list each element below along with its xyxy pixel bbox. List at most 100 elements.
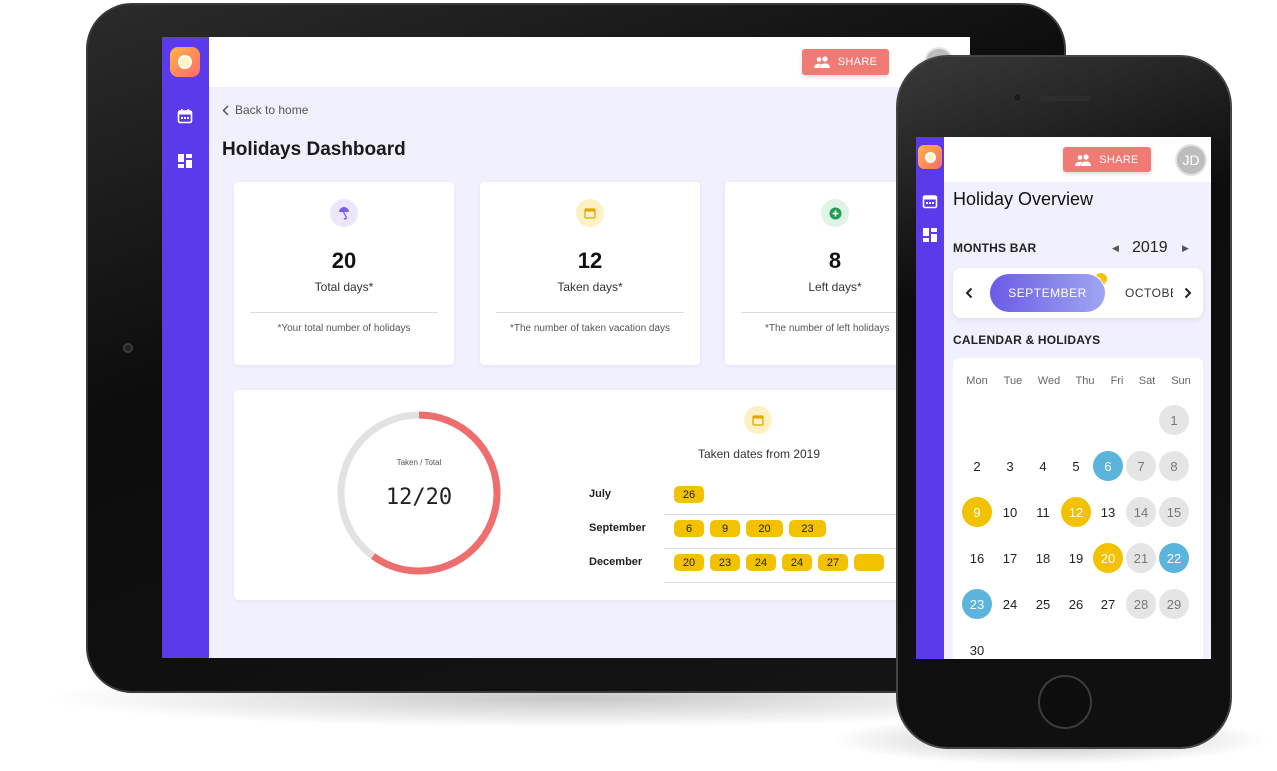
stat-note: *Your total number of holidays — [234, 323, 454, 334]
taken-dates-title: Taken dates from 2019 — [674, 447, 844, 461]
day-chips: 20 23 24 24 27 — [674, 554, 884, 571]
day-chip[interactable]: 26 — [674, 486, 704, 503]
calendar-day[interactable]: 16 — [962, 543, 992, 573]
people-icon — [1075, 154, 1092, 166]
calendar-day[interactable]: 28 — [1126, 589, 1156, 619]
day-chip[interactable]: 24 — [782, 554, 812, 571]
top-bar: SHARE — [944, 137, 1211, 182]
weekday-header: Sun — [1164, 375, 1198, 387]
month-name: December — [589, 556, 642, 568]
day-chip[interactable]: 27 — [818, 554, 848, 571]
day-chip[interactable]: 23 — [710, 554, 740, 571]
next-month-label[interactable]: OCTOBE — [1125, 286, 1173, 300]
day-chip[interactable]: 23 — [789, 520, 826, 537]
calendar-day[interactable]: 29 — [1159, 589, 1189, 619]
months-bar-label: MONTHS BAR — [953, 241, 1036, 255]
day-chip[interactable]: 24 — [746, 554, 776, 571]
calendar-day[interactable]: 21 — [1126, 543, 1156, 573]
stat-value: 12 — [480, 248, 700, 274]
calendar-icon[interactable] — [177, 108, 193, 124]
umbrella-icon — [337, 206, 351, 220]
month-name: July — [589, 488, 611, 500]
calendar-icon — [584, 207, 596, 219]
plus-circle-icon — [829, 207, 842, 220]
calendar-icon-bubble — [744, 406, 772, 434]
avatar[interactable]: JD — [1175, 144, 1207, 176]
year-prev-icon[interactable]: ◀ — [1112, 243, 1119, 254]
share-button[interactable]: SHARE — [802, 49, 889, 75]
calendar-day[interactable]: 15 — [1159, 497, 1189, 527]
calendar-day[interactable]: 2 — [962, 451, 992, 481]
months-bar: SEPTEMBER OCTOBE — [953, 268, 1203, 318]
stat-card-taken: 12 Taken days* *The number of taken vaca… — [480, 182, 700, 365]
stat-icon-bubble — [821, 199, 849, 227]
day-chips: 26 — [674, 486, 704, 503]
day-chip[interactable]: 6 — [674, 520, 704, 537]
umbrella-icon — [1093, 271, 1109, 287]
year-next-icon[interactable]: ▶ — [1182, 243, 1189, 254]
calendar-day[interactable]: 30 — [962, 635, 992, 659]
sidebar — [162, 37, 209, 658]
phone-screen: SHARE JD Holiday Overview MONTHS BAR ◀ 2… — [916, 137, 1211, 659]
stat-value: 20 — [234, 248, 454, 274]
stat-icon-bubble — [330, 199, 358, 227]
calendar-day[interactable]: 3 — [995, 451, 1025, 481]
back-link[interactable]: Back to home — [222, 103, 308, 117]
calendar-day[interactable]: 7 — [1126, 451, 1156, 481]
lightbulb-icon — [178, 55, 192, 69]
phone-sensor — [1062, 74, 1068, 80]
calendar-day[interactable]: 24 — [995, 589, 1025, 619]
dashboard-icon[interactable] — [922, 227, 938, 243]
divider — [250, 312, 438, 313]
calendar-day[interactable]: 26 — [1061, 589, 1091, 619]
calendar-day[interactable]: 13 — [1093, 497, 1123, 527]
phone-speaker — [1040, 96, 1090, 101]
dashboard-icon[interactable] — [177, 153, 193, 169]
calendar-icon[interactable] — [922, 193, 938, 209]
calendar-day[interactable]: 10 — [995, 497, 1025, 527]
calendar-day[interactable]: 27 — [1093, 589, 1123, 619]
year-value: 2019 — [1132, 239, 1168, 257]
calendar-day[interactable]: 1 — [1159, 405, 1189, 435]
stat-card-total: 20 Total days* *Your total number of hol… — [234, 182, 454, 365]
calendar-day[interactable]: 14 — [1126, 497, 1156, 527]
ring-value: 12/20 — [354, 485, 484, 510]
day-chip[interactable]: 20 — [674, 554, 704, 571]
stat-label: Taken days* — [480, 280, 700, 294]
day-chip[interactable]: 9 — [710, 520, 740, 537]
day-chip-partial[interactable] — [854, 554, 884, 571]
calendar-day[interactable]: 25 — [1028, 589, 1058, 619]
weekday-header: Tue — [996, 375, 1030, 387]
calendar-day[interactable]: 11 — [1028, 497, 1058, 527]
calendar-day[interactable]: 17 — [995, 543, 1025, 573]
calendar-day[interactable]: 8 — [1159, 451, 1189, 481]
calendar-day[interactable]: 6 — [1093, 451, 1123, 481]
stat-note: *The number of taken vacation days — [480, 323, 700, 334]
chevron-left-icon[interactable] — [965, 287, 973, 299]
calendar-day[interactable]: 18 — [1028, 543, 1058, 573]
calendar-day[interactable]: 22 — [1159, 543, 1189, 573]
divider — [496, 312, 684, 313]
day-chip[interactable]: 20 — [746, 520, 783, 537]
calendar-day[interactable]: 9 — [962, 497, 992, 527]
current-month-pill[interactable]: SEPTEMBER — [990, 274, 1105, 312]
top-bar: SHARE — [209, 37, 970, 87]
sidebar — [916, 137, 944, 659]
share-label: SHARE — [838, 56, 877, 68]
calendar-day[interactable]: 19 — [1061, 543, 1091, 573]
calendar-day[interactable]: 20 — [1093, 543, 1123, 573]
calendar-day[interactable]: 23 — [962, 589, 992, 619]
phone-camera — [1013, 93, 1022, 102]
chevron-right-icon[interactable] — [1184, 287, 1192, 299]
calendar-icon — [752, 414, 764, 426]
app-logo[interactable] — [170, 47, 200, 77]
calendar-day[interactable]: 4 — [1028, 451, 1058, 481]
calendar-day[interactable]: 5 — [1061, 451, 1091, 481]
home-button[interactable] — [1038, 675, 1092, 729]
app-logo[interactable] — [918, 145, 942, 169]
share-button[interactable]: SHARE — [1063, 147, 1151, 172]
page-title: Holidays Dashboard — [222, 139, 406, 161]
calendar-day[interactable]: 12 — [1061, 497, 1091, 527]
share-label: SHARE — [1099, 154, 1138, 166]
month-name: September — [589, 522, 646, 534]
